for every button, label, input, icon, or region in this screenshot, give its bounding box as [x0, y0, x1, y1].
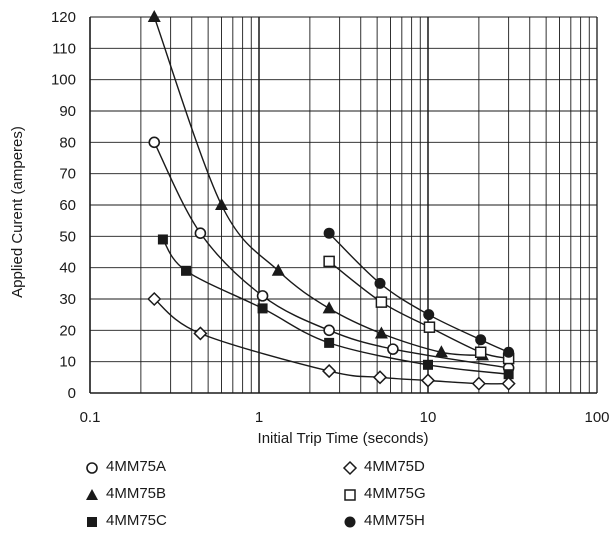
- axes: [89, 17, 597, 394]
- y-tick-label: 40: [59, 260, 76, 277]
- series-line-4mm75b: [153, 16, 483, 357]
- data-point-4mm75c: [423, 359, 433, 370]
- data-point-4mm75d: [147, 291, 162, 307]
- data-point-4mm75c: [503, 369, 514, 380]
- data-point-4mm75b: [434, 345, 448, 358]
- x-tick-labels: 0.1 1 10 100: [80, 409, 610, 426]
- y-tick-label: 50: [59, 228, 76, 245]
- data-point-4mm75g: [474, 346, 487, 359]
- data-point-4mm75c: [181, 265, 192, 276]
- data-point-4mm75d: [420, 373, 436, 388]
- data-point-4mm75h: [475, 334, 487, 346]
- y-tick-label: 0: [68, 385, 76, 402]
- data-point-4mm75a: [323, 324, 335, 337]
- y-tick-label: 110: [52, 40, 76, 57]
- y-tick-label: 70: [59, 166, 76, 183]
- y-tick-label: 10: [59, 354, 76, 371]
- data-point-4mm75g: [323, 255, 335, 268]
- data-point-4mm75d: [193, 326, 208, 341]
- data-point-4mm75h: [423, 309, 435, 321]
- data-point-4mm75b: [147, 10, 161, 22]
- data-point-4mm75h: [503, 346, 515, 358]
- y-tick-label: 60: [59, 197, 76, 214]
- data-point-4mm75c: [157, 234, 168, 245]
- x-tick-label: 10: [420, 409, 437, 426]
- data-point-4mm75c: [324, 337, 335, 348]
- data-point-4mm75d: [372, 370, 388, 385]
- y-tick-label: 100: [51, 72, 76, 89]
- data-point-4mm75g: [423, 321, 436, 333]
- data-point-4mm75c: [257, 303, 268, 314]
- data-point-4mm75a: [256, 290, 269, 302]
- data-point-4mm75g: [375, 296, 388, 308]
- x-axis-label: Initial Trip Time (seconds): [258, 430, 429, 447]
- data-point-4mm75b: [322, 301, 336, 314]
- grid: [90, 16, 598, 393]
- data-point-4mm75a: [194, 227, 207, 239]
- y-tick-label: 80: [59, 134, 76, 151]
- data-point-4mm75b: [271, 263, 285, 276]
- y-tick-label: 20: [59, 322, 76, 339]
- data-point-4mm75b: [215, 198, 229, 210]
- data-point-4mm75d: [501, 376, 516, 391]
- y-tick-label: 90: [59, 103, 76, 120]
- series-line-4mm75a: [153, 141, 509, 369]
- data-point-4mm75h: [323, 227, 335, 239]
- y-tick-labels: 0 10 20 30 40 50 60 70 80 90 100 110 120: [51, 9, 76, 402]
- data-point-4mm75d: [471, 376, 486, 391]
- data-point-4mm75a: [148, 136, 161, 149]
- y-tick-label: 120: [51, 9, 76, 26]
- x-tick-label: 1: [255, 409, 263, 426]
- data-point-4mm75b: [374, 326, 388, 339]
- y-tick-label: 30: [59, 291, 76, 308]
- x-tick-label: 100: [584, 409, 609, 426]
- data-point-4mm75h: [374, 277, 386, 289]
- series-markers: [147, 10, 516, 391]
- data-point-4mm75a: [387, 343, 399, 355]
- data-point-4mm75d: [322, 364, 337, 379]
- x-tick-label: 0.1: [80, 409, 101, 426]
- y-axis-label: Applied Curent (amperes): [9, 126, 26, 298]
